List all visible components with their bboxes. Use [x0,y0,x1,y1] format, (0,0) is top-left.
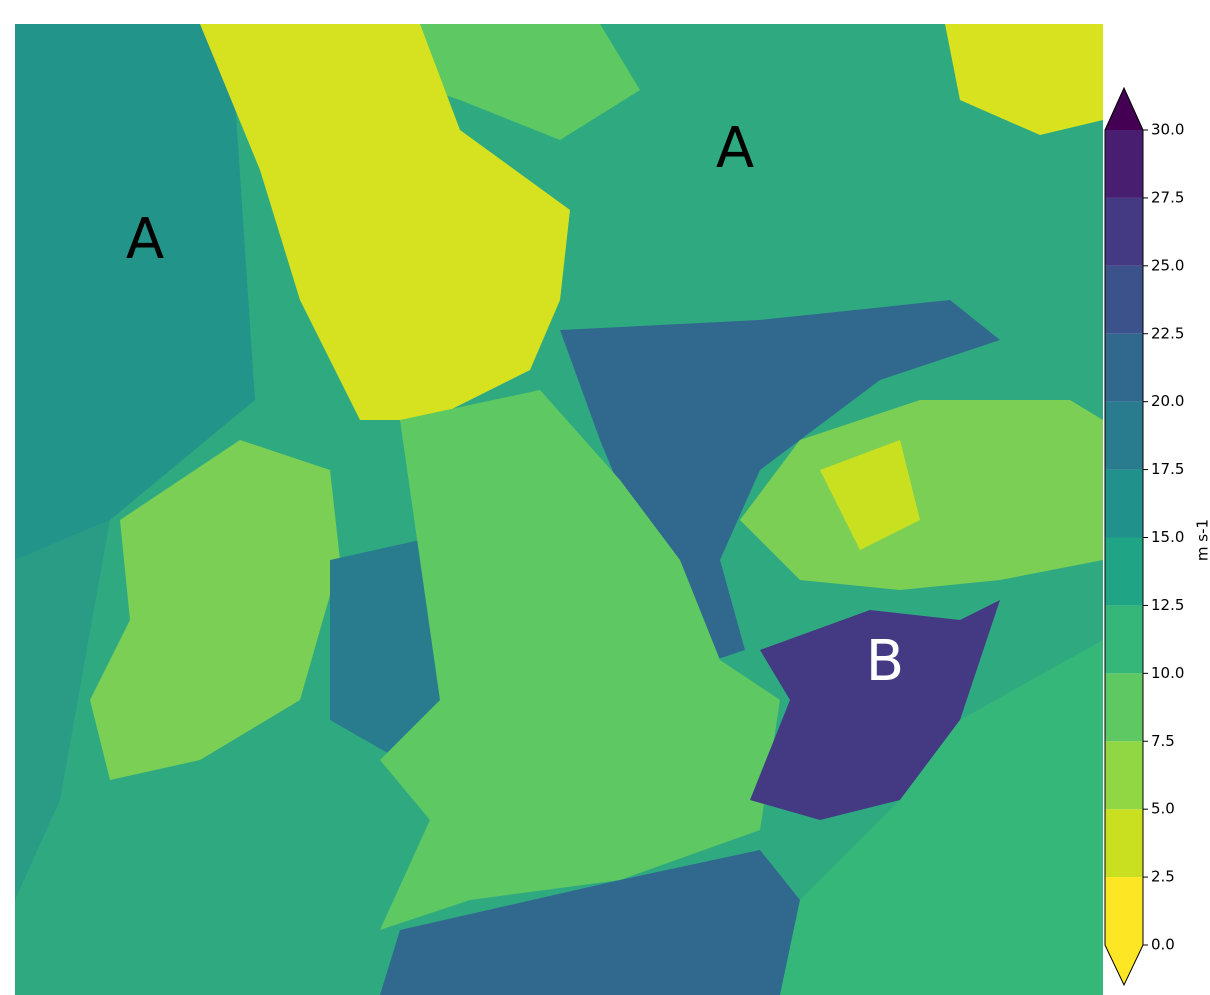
colorbar-extend-low [1105,945,1143,985]
colorbar-tick-label: 7.5 [1151,732,1175,750]
colorbar-extend-high [1105,88,1143,130]
colorbar-tick-label: 17.5 [1151,460,1184,478]
colorbar-segment [1105,538,1143,606]
colorbar-segment [1105,198,1143,266]
colorbar-segment [1105,402,1143,470]
colorbar-segment [1105,673,1143,741]
colorbar-segment [1105,334,1143,402]
colorbar-segment [1105,741,1143,809]
colorbar-tick-label: 27.5 [1151,188,1184,206]
colorbar: 0.0 2.5 5.0 7.5 10.0 12.5 15.0 17.5 20.0 22.5 25.0… [1105,88,1184,985]
colorbar-tick-label: 10.0 [1151,664,1184,682]
colorbar-segment [1105,470,1143,538]
annotation: A [126,207,164,272]
page: A A B 0.0 2.5 5.0 7.5 10.0 12.5 15.0 17.5 20.0 22… [0,0,1210,995]
colorbar-label: m s-1 [1194,519,1210,561]
colorbar-tick-label: 25.0 [1151,256,1184,274]
annotation: B [866,629,904,694]
colorbar-tick-label: 5.0 [1151,800,1175,818]
colorbar-tick-label: 12.5 [1151,596,1184,614]
colorbar-segment [1105,877,1143,945]
annotation: A [716,116,754,181]
colorbar-segment [1105,266,1143,334]
colorbar-tick-label: 20.0 [1151,392,1184,410]
colorbar-tick-label: 2.5 [1151,868,1175,886]
colorbar-tick-label: 0.0 [1151,936,1175,954]
colorbar-segment [1105,809,1143,877]
map: A A B [15,24,1103,995]
colorbar-tick-label: 30.0 [1151,121,1184,139]
colorbar-segment [1105,605,1143,673]
colorbar-tick-label: 22.5 [1151,324,1184,342]
colorbar-segment [1105,130,1143,198]
colorbar-tick-label: 15.0 [1151,528,1184,546]
